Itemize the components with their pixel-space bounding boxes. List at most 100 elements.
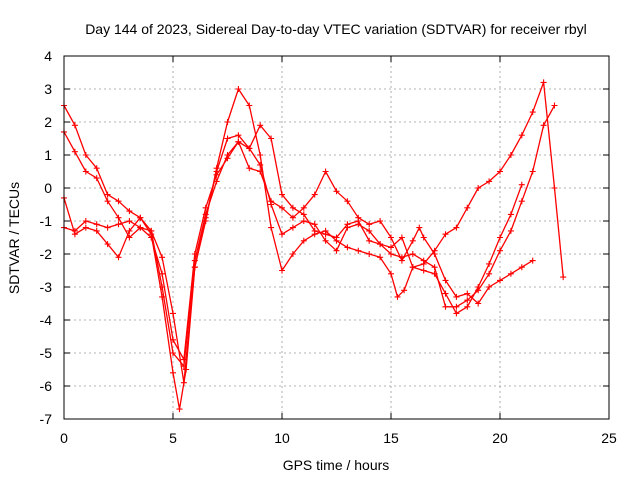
data-point (257, 168, 264, 175)
data-point (180, 379, 187, 386)
series-1 (61, 79, 567, 413)
data-point (398, 234, 405, 241)
data-point (257, 161, 264, 168)
data-point (551, 102, 558, 109)
data-point (322, 168, 329, 175)
data-point (388, 270, 394, 277)
y-tick-label: -3 (40, 279, 53, 295)
data-point (377, 218, 384, 224)
data-point (300, 237, 307, 244)
chart-title: Day 144 of 2023, Sidereal Day-to-day VTE… (85, 21, 587, 37)
data-point (93, 175, 100, 182)
data-point (159, 254, 166, 261)
data-point (311, 191, 318, 198)
data-point (104, 241, 111, 248)
data-point (388, 244, 394, 251)
data-point (148, 234, 155, 241)
data-point (420, 234, 427, 241)
y-tick-label: 0 (44, 180, 52, 196)
plot-frame (63, 55, 610, 420)
data-point (71, 122, 78, 129)
data-point (431, 264, 438, 271)
data-point (518, 132, 525, 139)
data-point (126, 227, 133, 234)
data-point (518, 264, 525, 271)
data-point (377, 254, 384, 261)
data-point (311, 221, 318, 228)
axes: 0 5 10 15 20 25 -7 -6 -5 -4 -3 -2 -1 0 1 2 3 4 (40, 48, 617, 446)
data-point (235, 132, 242, 139)
data-point (289, 204, 296, 211)
data-point (486, 260, 493, 267)
data-point (311, 227, 318, 234)
series-line (63, 105, 556, 361)
data-point (366, 251, 373, 257)
data-point (475, 300, 482, 307)
data-point (333, 188, 340, 195)
data-point (529, 168, 536, 175)
data-point (442, 277, 449, 284)
data-point (409, 264, 416, 271)
data-point (560, 274, 567, 281)
series-line (63, 131, 534, 367)
data-point (170, 369, 176, 376)
data-point (126, 218, 133, 224)
x-axis-label: GPS time / hours (283, 457, 390, 473)
data-point (442, 231, 449, 238)
data-point (93, 221, 100, 228)
data-point (540, 122, 547, 129)
data-point (366, 221, 373, 228)
data-point (464, 204, 471, 211)
data-point (115, 254, 122, 261)
data-point (442, 290, 449, 297)
y-tick-label: -4 (40, 312, 53, 328)
data-point (431, 251, 438, 257)
series-4 (61, 122, 525, 386)
data-point (442, 303, 449, 310)
x-tick-label: 0 (60, 430, 68, 446)
data-point (507, 270, 514, 277)
data-point (497, 277, 503, 284)
data-point (355, 218, 362, 224)
data-point (289, 224, 296, 231)
data-point (104, 224, 111, 231)
data-point (257, 152, 264, 158)
data-point (279, 191, 285, 198)
data-point (464, 303, 471, 310)
data-point (507, 211, 514, 218)
data-point (279, 267, 285, 274)
data-point (137, 214, 144, 221)
data-point (486, 284, 493, 290)
data-point (191, 264, 198, 271)
data-point (475, 284, 482, 290)
data-point (388, 251, 394, 257)
data-point (170, 350, 176, 356)
data-point (213, 168, 220, 175)
x-tick-label: 20 (492, 430, 508, 446)
data-point (475, 185, 482, 191)
data-point (453, 310, 460, 317)
data-point (486, 270, 493, 277)
data-point (394, 293, 401, 300)
data-point (497, 234, 503, 241)
data-point (82, 168, 89, 175)
data-point (322, 237, 329, 244)
data-point (137, 224, 144, 231)
data-point (497, 247, 503, 254)
data-point (453, 303, 460, 310)
data-point (344, 244, 351, 251)
data-point (420, 267, 427, 274)
data-point (82, 224, 89, 231)
data-point (246, 145, 253, 152)
data-point (507, 152, 514, 158)
data-point (126, 208, 133, 215)
data-point (300, 218, 307, 224)
data-point (333, 247, 340, 254)
data-point (246, 165, 253, 172)
data-point (300, 211, 307, 218)
x-tick-label: 5 (169, 430, 177, 446)
x-tick-label: 25 (601, 430, 617, 446)
data-point (71, 231, 78, 238)
data-point (115, 198, 122, 205)
data-point (279, 231, 285, 238)
